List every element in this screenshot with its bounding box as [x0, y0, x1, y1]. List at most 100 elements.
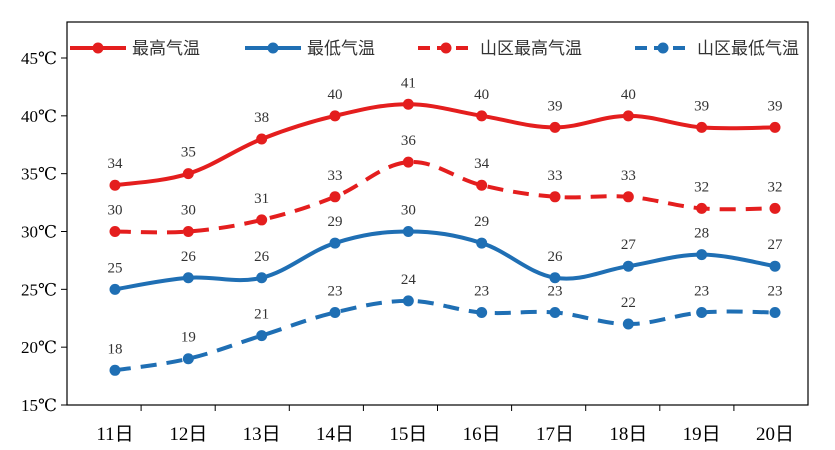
data-point — [329, 306, 341, 318]
x-tick-label: 11日 — [96, 424, 133, 445]
x-tick-label: 20日 — [756, 424, 794, 445]
data-label: 40 — [621, 87, 636, 103]
data-point — [256, 272, 268, 284]
data-point — [769, 121, 781, 133]
legend-item-2: 最低气温 — [245, 39, 375, 59]
data-label: 23 — [694, 283, 709, 299]
data-label: 19 — [181, 330, 196, 346]
series-line — [113, 229, 777, 292]
data-point — [109, 226, 121, 237]
data-point — [329, 191, 341, 203]
data-point — [769, 202, 781, 214]
data-point — [182, 168, 194, 180]
data-label: 27 — [621, 237, 637, 253]
data-label: 36 — [401, 133, 417, 149]
data-label: 27 — [768, 237, 784, 253]
data-point — [769, 306, 781, 318]
data-label: 21 — [254, 307, 269, 323]
data-point — [549, 272, 561, 284]
data-point — [476, 237, 488, 249]
data-point — [696, 249, 708, 261]
data-point — [696, 121, 708, 133]
data-label: 38 — [254, 110, 269, 126]
data-label: 41 — [401, 75, 416, 91]
data-label: 33 — [621, 168, 636, 184]
data-point — [109, 283, 121, 295]
data-point — [182, 353, 194, 365]
data-point — [329, 110, 341, 122]
data-label: 39 — [548, 98, 563, 114]
data-point — [622, 110, 634, 122]
x-tick-label: 18日 — [609, 424, 647, 445]
y-axis: 15℃ 20℃ 25℃ 30℃ 35℃ 40℃ 45℃ — [21, 49, 67, 415]
data-label: 23 — [328, 283, 343, 299]
series-2 — [109, 226, 781, 295]
data-label: 22 — [621, 295, 636, 311]
legend-label: 山区最高气温 — [480, 39, 582, 59]
data-label: 33 — [328, 168, 343, 184]
data-label: 30 — [181, 203, 196, 219]
data-label: 25 — [108, 260, 123, 276]
data-point — [402, 295, 414, 307]
series-line — [113, 102, 777, 188]
data-label: 32 — [768, 179, 783, 195]
legend-marker — [267, 42, 279, 54]
data-label: 26 — [548, 249, 564, 265]
y-tick-label: 15℃ — [21, 396, 57, 415]
data-point — [696, 306, 708, 318]
series-1 — [109, 98, 781, 191]
legend-marker — [440, 42, 452, 54]
y-tick-label: 20℃ — [21, 338, 57, 357]
data-labels: 34 35 38 40 41 40 39 40 39 39 25 26 26 29 30 29 26 27 28 27… — [108, 75, 784, 357]
data-label: 33 — [548, 168, 563, 184]
data-point — [476, 110, 488, 122]
data-label: 40 — [328, 87, 343, 103]
data-point — [402, 226, 414, 237]
legend-item-1: 最高气温 — [70, 39, 200, 59]
data-point — [402, 156, 414, 168]
data-point — [476, 306, 488, 318]
y-tick-label: 40℃ — [21, 107, 57, 126]
legend-marker — [657, 42, 669, 54]
legend: 最高气温 最低气温 山区最高气温 山区最低气温 — [70, 39, 799, 59]
data-label: 23 — [548, 283, 563, 299]
legend-item-3: 山区最高气温 — [418, 39, 582, 59]
data-label: 39 — [768, 98, 783, 114]
data-point — [256, 330, 268, 342]
data-label: 30 — [401, 203, 416, 219]
data-label: 34 — [108, 156, 124, 172]
x-tick-label: 14日 — [316, 424, 354, 445]
y-tick-label: 35℃ — [21, 165, 57, 184]
data-point — [476, 179, 488, 191]
data-point — [769, 260, 781, 272]
data-label: 35 — [181, 145, 196, 161]
data-label: 32 — [694, 179, 709, 195]
data-point — [696, 202, 708, 214]
x-tick-label: 16日 — [463, 424, 501, 445]
plot-area — [66, 21, 809, 406]
legend-item-4: 山区最低气温 — [635, 39, 799, 59]
legend-label: 最高气温 — [132, 39, 200, 59]
data-point — [402, 98, 414, 110]
x-tick-label: 12日 — [169, 424, 207, 445]
data-point — [182, 226, 194, 237]
data-point — [549, 121, 561, 133]
data-point — [549, 191, 561, 203]
x-tick-label: 15日 — [389, 424, 427, 445]
data-label: 39 — [694, 98, 709, 114]
data-point — [622, 260, 634, 272]
data-label: 26 — [254, 249, 270, 265]
data-label: 26 — [181, 249, 197, 265]
data-label: 29 — [328, 214, 343, 230]
series-layer — [109, 98, 781, 376]
data-point — [256, 133, 268, 145]
x-tick-label: 13日 — [243, 424, 281, 445]
x-tick-label: 17日 — [536, 424, 574, 445]
legend-label: 山区最低气温 — [697, 39, 799, 59]
data-label: 29 — [474, 214, 489, 230]
data-point — [622, 191, 634, 203]
series-4 — [109, 295, 781, 376]
data-label: 31 — [254, 191, 269, 207]
data-label: 28 — [694, 226, 709, 242]
